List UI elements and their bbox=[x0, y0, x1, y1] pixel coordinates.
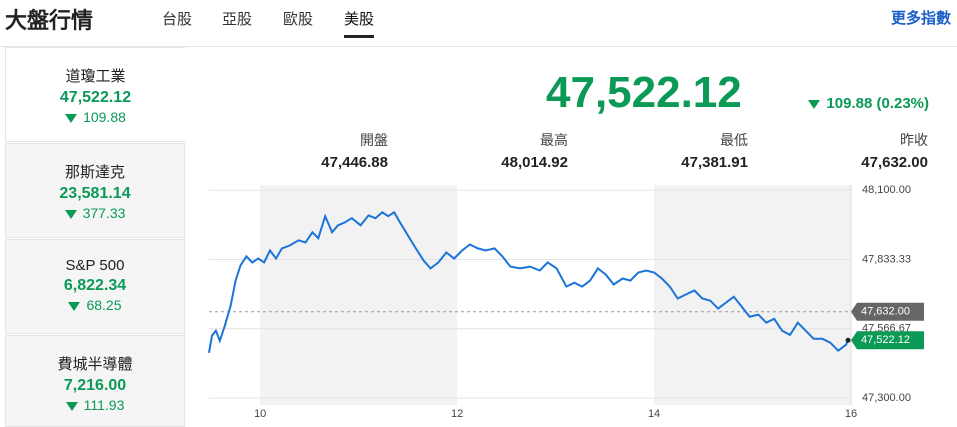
hour-band bbox=[260, 185, 458, 405]
index-value: 47,522.12 bbox=[59, 89, 132, 106]
tab[interactable]: 美股 bbox=[344, 8, 375, 38]
index-value: 23,581.14 bbox=[59, 185, 131, 202]
index-name: S&P 500 bbox=[65, 257, 125, 274]
stat: 開盤 47,446.88 bbox=[238, 130, 388, 171]
stat-label: 最高 bbox=[540, 132, 568, 148]
page-title: 大盤行情 bbox=[5, 8, 94, 33]
stat-value: 48,014.92 bbox=[501, 154, 568, 171]
x-tick-label: 14 bbox=[648, 408, 660, 420]
index-item[interactable]: 費城半導體 7,216.00 111.93 bbox=[5, 335, 185, 427]
index-value: 7,216.00 bbox=[63, 377, 127, 394]
tab[interactable]: 歐股 bbox=[283, 11, 314, 28]
index-name: 道瓊工業 bbox=[65, 68, 126, 85]
divider bbox=[0, 46, 957, 47]
quote-change: 109.88 (0.23%) bbox=[826, 95, 929, 112]
price-tag: 47,522.12 bbox=[861, 334, 910, 346]
down-icon bbox=[65, 113, 78, 123]
y-tick-label: 47,833.33 bbox=[862, 253, 911, 265]
reference-tag: 47,632.00 bbox=[861, 306, 910, 318]
stat: 最高 48,014.92 bbox=[418, 130, 568, 171]
index-change: 377.33 bbox=[82, 205, 126, 221]
down-icon bbox=[65, 401, 78, 411]
y-tick-label: 47,300.00 bbox=[862, 392, 911, 404]
x-tick-label: 16 bbox=[845, 408, 857, 420]
index-value: 6,822.34 bbox=[63, 277, 127, 294]
tab[interactable]: 台股 bbox=[162, 11, 193, 28]
down-icon bbox=[64, 209, 77, 219]
down-icon bbox=[68, 301, 81, 311]
x-tick-label: 10 bbox=[254, 408, 266, 420]
quote-change-box: 109.88 (0.23%) bbox=[808, 95, 929, 112]
index-item[interactable]: 道瓊工業 47,522.12 109.88 bbox=[5, 47, 185, 142]
index-change: 109.88 bbox=[83, 109, 126, 125]
stat-label: 開盤 bbox=[360, 132, 388, 148]
more-link[interactable]: 更多指數 bbox=[890, 10, 951, 27]
stat-value: 47,381.91 bbox=[681, 154, 748, 171]
stat-label: 最低 bbox=[720, 132, 748, 148]
tab[interactable]: 亞股 bbox=[222, 11, 253, 28]
stat-value: 47,632.00 bbox=[861, 154, 928, 171]
stat: 最低 47,381.91 bbox=[598, 130, 748, 171]
index-name: 那斯達克 bbox=[64, 164, 125, 181]
reference-tag-bg bbox=[851, 302, 924, 321]
last-point bbox=[845, 337, 851, 343]
price-line bbox=[208, 210, 849, 353]
down-icon bbox=[808, 99, 821, 109]
price-tag-bg bbox=[851, 331, 924, 350]
stat: 昨收 47,632.00 bbox=[778, 130, 928, 171]
x-tick-label: 12 bbox=[451, 408, 463, 420]
index-item[interactable]: S&P 500 6,822.34 68.25 bbox=[5, 239, 185, 334]
quote-price: 47,522.12 bbox=[546, 68, 742, 117]
y-tick-label: 48,100.00 bbox=[862, 184, 911, 196]
stat-label: 昨收 bbox=[900, 132, 928, 148]
stat-value: 47,446.88 bbox=[321, 154, 388, 171]
index-change: 111.93 bbox=[83, 397, 125, 413]
index-item[interactable]: 那斯達克 23,581.14 377.33 bbox=[5, 143, 185, 238]
index-name: 費城半導體 bbox=[57, 356, 133, 373]
index-change: 68.25 bbox=[86, 297, 122, 313]
